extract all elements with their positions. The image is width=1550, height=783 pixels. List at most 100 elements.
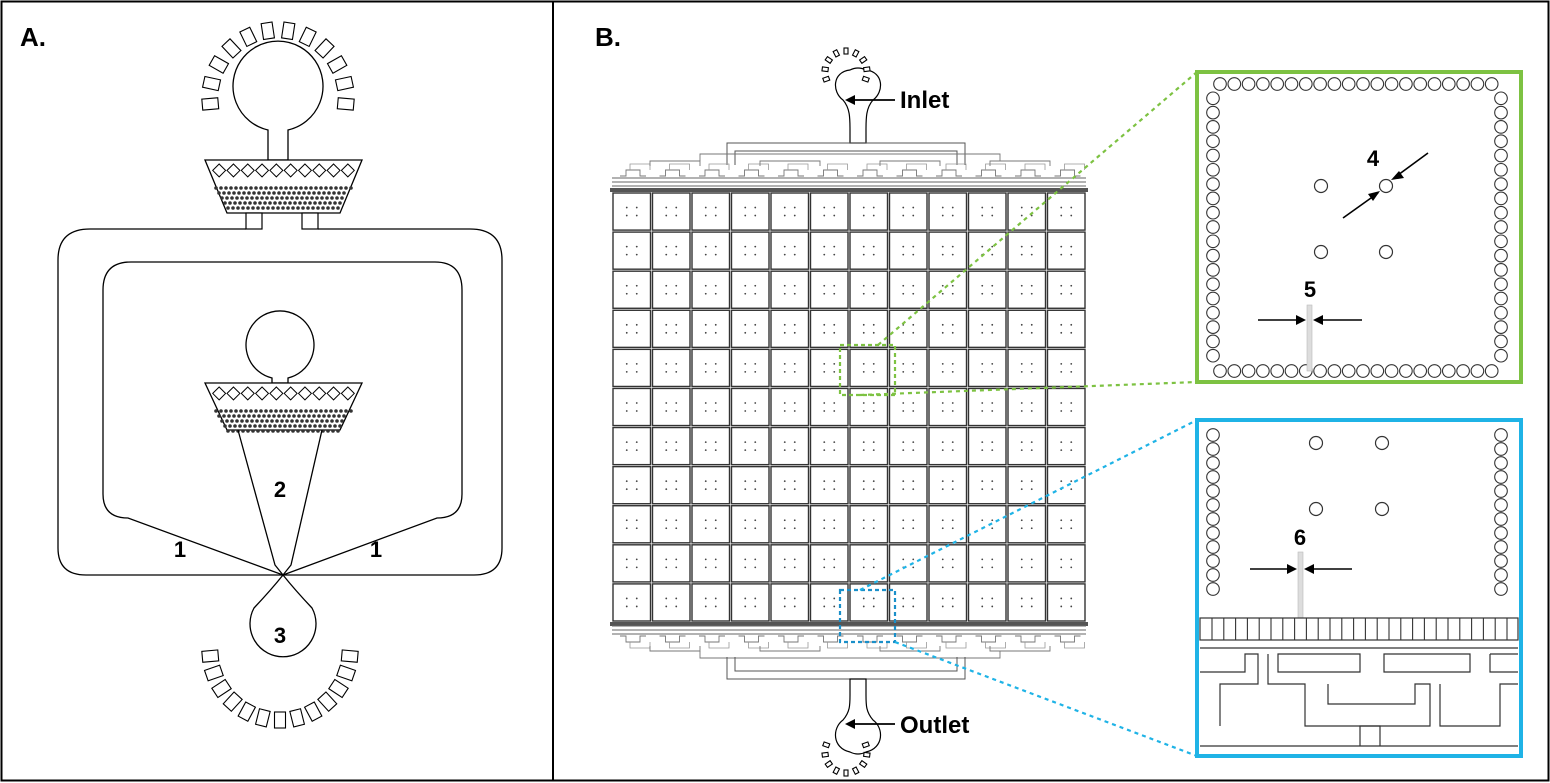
chamber-cell xyxy=(849,348,889,388)
chamber-dot xyxy=(951,488,954,491)
chamber-dot xyxy=(675,527,678,530)
filter-dot xyxy=(227,191,231,195)
chamber-dot xyxy=(823,253,826,256)
chamber-dot xyxy=(635,605,638,608)
chamber-array xyxy=(610,188,1088,626)
chamber-dot xyxy=(981,323,984,326)
chamber-dot xyxy=(665,323,668,326)
outlet-pillars xyxy=(821,741,871,777)
filter-dot xyxy=(259,186,263,190)
chamber-dot xyxy=(991,363,994,365)
chamber-cell xyxy=(928,270,968,309)
chamber-dot xyxy=(754,206,757,209)
chamber-dot xyxy=(754,284,757,287)
chamber-dot xyxy=(625,519,628,522)
wall-pillar xyxy=(1384,364,1399,378)
chamber-dot xyxy=(665,284,668,287)
filter-dot xyxy=(243,424,247,428)
green-detail-content xyxy=(1206,77,1508,378)
chamber-dot xyxy=(704,245,707,248)
marker-6: 6 xyxy=(1294,525,1306,550)
chamber-dot xyxy=(793,488,796,491)
wall-pillar xyxy=(1206,498,1220,512)
chamber-dot xyxy=(912,292,915,295)
filter-dot xyxy=(239,186,243,190)
filter-dot xyxy=(318,201,322,205)
filter-dot xyxy=(282,191,286,195)
wall-pillar xyxy=(1270,77,1285,91)
grid-top-bar xyxy=(610,188,1088,192)
chamber-cell xyxy=(967,544,1007,583)
wall-pillar xyxy=(1494,277,1508,292)
manifold-branch xyxy=(759,646,821,652)
filter-dot xyxy=(228,424,232,428)
filter-dot xyxy=(281,429,285,433)
filter-dot xyxy=(278,201,282,205)
chamber-dot xyxy=(823,441,826,443)
chamber-dot xyxy=(872,480,875,483)
filter-dot xyxy=(232,191,236,195)
chamber-dot xyxy=(902,206,905,209)
chamber-dot xyxy=(783,449,786,451)
chamber-dot xyxy=(1020,605,1023,608)
panel-a-label: A. xyxy=(20,22,46,52)
chamber-dot xyxy=(833,488,836,491)
chamber-dot xyxy=(783,605,786,608)
filter-dot xyxy=(245,196,249,200)
chamber-dot xyxy=(941,558,944,561)
chamber-dot xyxy=(902,558,905,561)
chamber-dot xyxy=(823,597,826,600)
chamber-dot xyxy=(1070,488,1073,491)
chamber-dot xyxy=(793,371,796,373)
filter-dot xyxy=(286,206,290,210)
chamber-dot xyxy=(754,363,757,365)
filter-dot xyxy=(296,206,300,210)
manifold-meander xyxy=(699,635,725,643)
chamber-dot xyxy=(744,371,747,373)
chamber-dot xyxy=(862,206,865,209)
chamber-dot xyxy=(744,331,747,334)
filter-dot xyxy=(226,206,230,210)
manifold-meander xyxy=(748,642,769,649)
chamber-dot xyxy=(991,253,994,256)
filter-dot xyxy=(275,196,279,200)
wall-pillar xyxy=(1206,220,1220,234)
manifold-meander xyxy=(659,169,686,177)
chamber-dot xyxy=(635,449,638,451)
wall-pillar xyxy=(1494,162,1508,177)
filter-dot xyxy=(310,419,314,423)
chamber-dot xyxy=(704,363,707,365)
filter-dot xyxy=(263,201,267,205)
wall-pillar xyxy=(1298,77,1313,91)
chamber-dot xyxy=(1060,605,1063,608)
filter-dot xyxy=(304,409,308,413)
chamber-dot xyxy=(951,519,954,522)
wall-pillar xyxy=(1206,134,1220,149)
chamber-dot xyxy=(981,441,984,443)
chamber-dot xyxy=(872,558,875,561)
chamber-dot xyxy=(793,441,796,443)
chamber-dot xyxy=(862,214,865,217)
chamber-dot xyxy=(744,284,747,287)
chamber-dot xyxy=(912,488,915,491)
chamber-dot xyxy=(1020,441,1023,443)
chamber-dot xyxy=(744,519,747,522)
chamber-dot xyxy=(981,363,984,365)
chamber-dot xyxy=(823,488,826,491)
manifold-branch xyxy=(649,160,701,166)
chamber-dot xyxy=(941,206,944,209)
filter-dot xyxy=(231,429,235,433)
chamber-dot xyxy=(744,253,747,256)
filter-dot xyxy=(277,191,281,195)
chamber-dot xyxy=(941,253,944,256)
filter-diamond xyxy=(326,163,341,178)
chamber-cell xyxy=(1046,583,1086,622)
chamber-dot xyxy=(981,605,984,608)
inlet-label: Inlet xyxy=(900,87,949,114)
filter-dot xyxy=(225,419,229,423)
filter-dot xyxy=(285,196,289,200)
chamber-dot xyxy=(1060,245,1063,248)
chamber-dot xyxy=(625,331,628,334)
chamber-dot xyxy=(783,402,786,404)
filter-diamond xyxy=(312,386,327,401)
